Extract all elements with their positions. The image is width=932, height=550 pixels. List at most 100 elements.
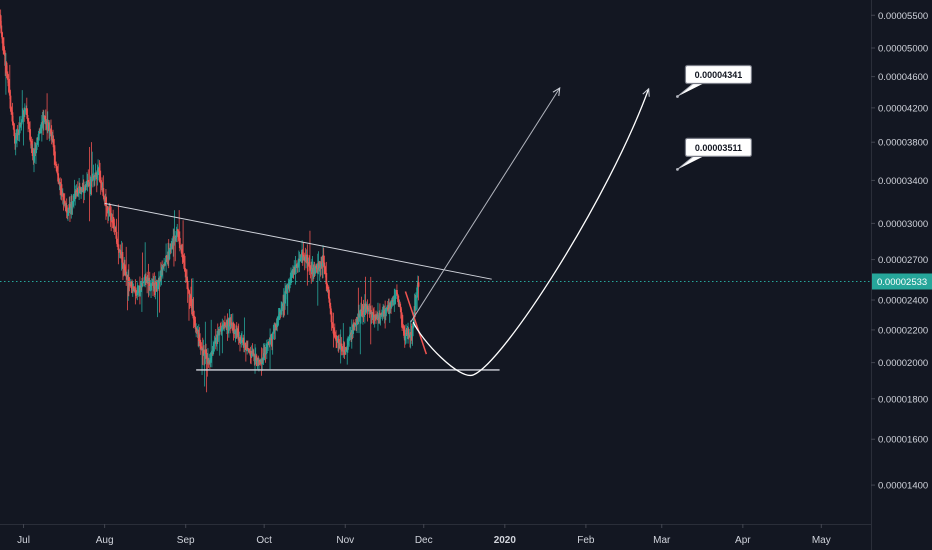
candle — [237, 323, 240, 345]
candle — [40, 114, 43, 142]
candle — [70, 194, 73, 219]
candle-body — [106, 206, 109, 214]
candle-body — [154, 281, 157, 289]
candle — [168, 248, 171, 261]
candle — [150, 283, 152, 298]
candle-body — [217, 329, 220, 336]
candle — [248, 348, 251, 354]
candle-body — [406, 333, 409, 335]
candle-body — [86, 182, 88, 185]
candle-body — [175, 231, 178, 237]
candle — [195, 327, 198, 334]
candle — [381, 306, 384, 321]
candle-body — [352, 324, 355, 327]
candle — [175, 226, 178, 243]
candle-body — [23, 109, 26, 115]
candle — [305, 254, 307, 269]
candle — [197, 329, 200, 347]
y-tick-label: 0.00002400 — [878, 296, 928, 307]
candle-body — [153, 282, 156, 288]
x-tick-label: May — [812, 535, 831, 546]
candle-body — [177, 231, 180, 238]
candle-body — [21, 116, 24, 119]
candle-body — [107, 210, 110, 214]
candle-body — [397, 300, 400, 307]
candle-body — [392, 300, 394, 302]
candle-body — [10, 108, 13, 111]
candle-body — [72, 201, 75, 203]
candle-body — [12, 123, 15, 130]
y-tick-label: 0.00003400 — [878, 176, 928, 187]
candle-body — [156, 285, 159, 290]
candle-body — [46, 122, 49, 131]
candle-body — [173, 237, 176, 240]
candle-body — [247, 348, 250, 350]
candle-body — [410, 332, 413, 335]
candle-body — [21, 118, 24, 121]
candle-body — [89, 186, 92, 187]
candle-body — [70, 202, 73, 209]
candle-body — [415, 297, 418, 299]
candle-body — [29, 139, 32, 141]
candle-body — [25, 108, 28, 116]
candle — [54, 145, 56, 169]
candle-body — [298, 258, 301, 262]
candle-body — [275, 324, 277, 327]
candle-body — [325, 273, 328, 285]
candle-body — [242, 339, 245, 343]
candle — [29, 121, 31, 142]
candle-body — [276, 319, 279, 328]
candle — [193, 315, 196, 326]
candle-body — [123, 264, 126, 271]
candle-body — [150, 284, 152, 286]
candle-body — [291, 270, 294, 276]
candle-body — [115, 231, 118, 239]
candle-body — [305, 256, 307, 262]
candle-body — [271, 339, 273, 340]
candle-body — [73, 193, 76, 200]
candle-body — [403, 327, 406, 333]
candle-body — [309, 266, 311, 268]
candle — [263, 342, 266, 361]
candle — [203, 345, 205, 366]
projection-arrow-straight — [410, 87, 561, 323]
candle-body — [131, 289, 134, 290]
candle-body — [111, 220, 114, 223]
candle-body — [30, 140, 33, 149]
candle-body — [288, 279, 291, 289]
candle — [314, 266, 317, 276]
candle-body — [329, 308, 332, 313]
candle — [21, 90, 24, 121]
candle-body — [201, 348, 204, 351]
candle — [234, 329, 237, 343]
candle-body — [326, 284, 328, 286]
candle-body — [366, 305, 369, 310]
candle — [148, 271, 151, 291]
candle-body — [38, 132, 41, 133]
candle-body — [93, 177, 96, 181]
candle-body — [240, 340, 243, 344]
candle — [73, 179, 76, 202]
candle-body — [371, 312, 374, 318]
candle — [311, 258, 313, 275]
candle-body — [19, 123, 22, 125]
candle-body — [98, 168, 101, 172]
candle — [269, 328, 271, 370]
x-tick-label: Dec — [415, 535, 433, 546]
candle-body — [159, 276, 162, 283]
y-tick-label: 0.00005000 — [878, 43, 928, 54]
y-tick-label: 0.00003800 — [878, 138, 928, 149]
candle-body — [210, 352, 213, 359]
candle-body — [396, 289, 398, 295]
candle-body — [192, 310, 195, 319]
candle-body — [402, 325, 405, 328]
candle-body — [226, 320, 229, 328]
candle — [26, 109, 29, 121]
candle — [105, 189, 107, 220]
price-axis[interactable]: 0.00005500 0.00005000 0.00004600 0.00004200… — [871, 11, 928, 492]
candle — [348, 336, 351, 347]
candle-body — [137, 292, 139, 294]
time-axis[interactable]: Jul Aug Sep Oct Nov Dec 2020 Feb Mar Apr May — [17, 524, 831, 546]
